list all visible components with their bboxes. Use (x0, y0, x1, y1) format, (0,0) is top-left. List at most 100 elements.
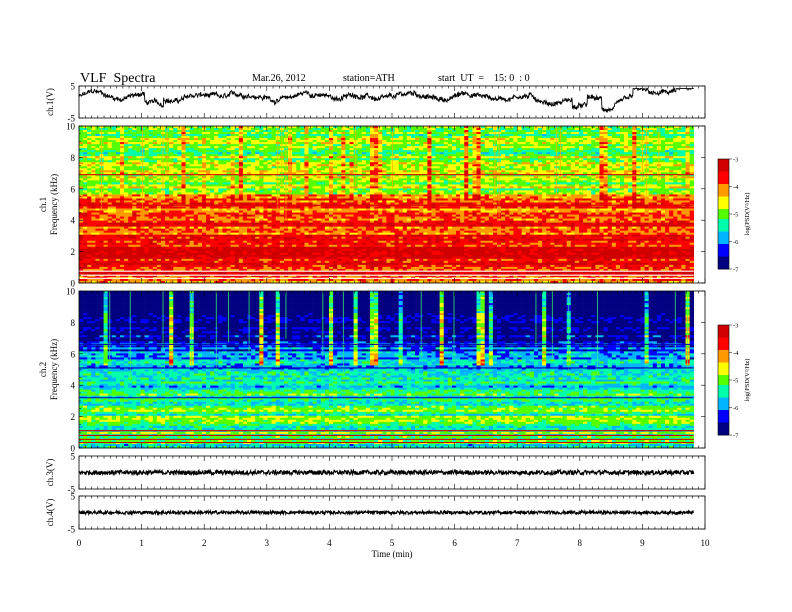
spec1-cell (312, 166, 317, 169)
spec1-cell (611, 132, 617, 135)
spec1-cell (615, 156, 621, 159)
spec1-cell (361, 130, 367, 133)
spec1-cell (615, 154, 621, 157)
spec1-cell (505, 140, 510, 143)
spec1-cell (95, 172, 100, 175)
spec1-cell (447, 162, 453, 165)
spec1-cell (402, 134, 408, 137)
spec1-cell (308, 128, 313, 131)
spec1-cell (652, 176, 658, 179)
spec1-cell (201, 152, 207, 155)
spec1-cell (337, 144, 342, 147)
spec1-cell (87, 136, 92, 139)
spec1-cell (689, 180, 695, 183)
spec1-cell (144, 142, 149, 145)
spec1-cell (357, 146, 363, 149)
spec1-cell (632, 176, 637, 179)
spec1-cell (169, 164, 174, 167)
spec1-cell (538, 146, 543, 149)
spec1-cell (128, 138, 133, 141)
spec1-cell (91, 166, 96, 169)
spec1-cell (165, 174, 170, 177)
spec1-cell (267, 164, 272, 167)
spec1-cell (292, 160, 297, 163)
spec1-cell (238, 164, 244, 167)
spec1-cell (447, 178, 453, 181)
spec1-cell (181, 140, 186, 143)
spec1-cell (91, 126, 96, 129)
spec1-cell (464, 164, 469, 167)
spec1-cell (259, 174, 264, 177)
spec1-cell (550, 154, 555, 157)
spec1-cell (476, 184, 481, 187)
spec1-cell (460, 158, 465, 161)
spec1-cell (328, 160, 334, 163)
spec1-cell (628, 146, 633, 149)
spec1-cell (542, 132, 547, 135)
spec1-cell (484, 158, 490, 161)
spec1-cell (632, 144, 637, 147)
spec1-cell (296, 164, 301, 167)
spec1-cell (251, 130, 256, 133)
spec1-cell (431, 154, 436, 157)
spec1-cell (439, 176, 445, 179)
spec1-cell (619, 162, 625, 165)
spec1-cell (234, 144, 240, 147)
spec1-cell (538, 188, 543, 191)
spec1-cell (660, 168, 666, 171)
spec1-cell (259, 150, 264, 153)
spec1-cell (259, 176, 264, 179)
spec1-cell (169, 174, 174, 177)
spec1-cell (119, 156, 125, 159)
spec1-cell (406, 162, 412, 165)
spec1-cell (365, 150, 371, 153)
spec1-cell (628, 136, 633, 139)
spec1-cell (230, 142, 236, 145)
spec1-cell (103, 168, 108, 171)
spec1-cell (95, 178, 100, 181)
spec1-cell (525, 162, 531, 165)
spec1-cell (673, 130, 678, 133)
spec1-cell (636, 182, 641, 185)
spec1-cell (578, 132, 584, 135)
spec1-cell (95, 150, 100, 153)
spec1-cell (464, 148, 469, 151)
spec1-cell (349, 188, 354, 191)
spec1-cell (210, 182, 215, 185)
spec1-cell (607, 136, 613, 139)
spec1-cell (148, 172, 154, 175)
spec1-cell (628, 178, 633, 181)
spec1-cell (378, 166, 383, 169)
spec1-cell (415, 170, 420, 173)
spec1-cell (247, 126, 252, 129)
spec1-cell (259, 142, 264, 145)
spec1-cell (169, 134, 174, 137)
spec1-cell (197, 132, 203, 135)
spec1-cell (210, 138, 215, 141)
spec1-cell (177, 170, 182, 173)
spec1-cell (591, 146, 596, 149)
spec1-cell (271, 174, 277, 177)
spec1-cell (193, 158, 199, 161)
spec1-cell (341, 166, 346, 169)
spec1-cell (636, 184, 641, 187)
spec1-cell (214, 148, 219, 151)
spec1-cell (136, 128, 141, 131)
spec1-cell (292, 154, 297, 157)
spec1-cell (308, 150, 313, 153)
spec1-cell (263, 164, 268, 167)
spec1-cell (148, 136, 154, 139)
spec1-cell (656, 186, 662, 189)
spec1-cell (517, 176, 522, 179)
spec1-cell (300, 170, 305, 173)
spec1-cell (669, 186, 674, 189)
spec1-cell (247, 130, 252, 133)
spec1-cell (292, 156, 297, 159)
spec1-cell (251, 186, 256, 189)
spec1-cell (521, 146, 527, 149)
spec1-cell (267, 172, 272, 175)
spec1-cell (263, 134, 268, 137)
spec1-cell (439, 134, 445, 137)
spec1-cell (517, 162, 522, 165)
spec1-cell (574, 156, 580, 159)
